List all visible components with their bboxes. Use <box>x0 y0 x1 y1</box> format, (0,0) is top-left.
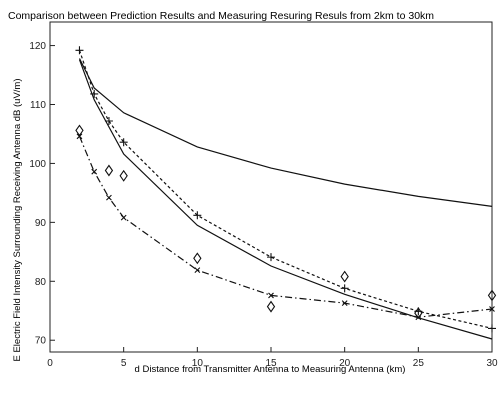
series-2-point-1 <box>90 89 99 98</box>
y-tick-label-0: 70 <box>35 336 47 347</box>
series-4-point-2 <box>119 169 128 182</box>
series-3-point-2 <box>106 194 112 201</box>
series-2-point-6 <box>340 284 349 293</box>
series-2-point-8 <box>488 324 496 333</box>
x-tick-label-3: 15 <box>265 358 277 369</box>
series-2-point-4 <box>193 211 202 220</box>
series-2-point-0 <box>75 46 84 55</box>
x-tick-label-4: 20 <box>339 358 351 369</box>
x-tick-label-0: 0 <box>47 358 53 369</box>
y-axis-label: E Electric Field Intensity Surrounding R… <box>12 78 23 361</box>
y-tick-label-4: 110 <box>30 100 46 111</box>
series-3-point-5 <box>268 292 274 299</box>
series-4-point-4 <box>266 300 276 313</box>
series-4-point-0 <box>75 124 84 137</box>
series-lines <box>78 50 493 340</box>
series-2-point-3 <box>119 138 128 147</box>
series-2-point-2 <box>104 117 113 125</box>
y-tick-label-3: 100 <box>29 159 46 170</box>
y-tick-label-1: 80 <box>35 277 47 288</box>
series-3-point-1 <box>91 168 98 175</box>
series-4-point-5 <box>340 270 349 283</box>
series-2-point-5 <box>267 253 275 262</box>
series-markers <box>75 46 497 333</box>
x-tick-label-6: 30 <box>486 358 498 369</box>
chart-title: Comparison between Prediction Results an… <box>8 10 434 22</box>
series-2-line <box>78 50 493 329</box>
x-tick-label-2: 10 <box>192 358 204 369</box>
series-0-line <box>78 58 493 207</box>
x-tick-label-1: 5 <box>121 358 127 369</box>
series-3-line <box>78 136 493 318</box>
series-4-point-7 <box>487 289 497 302</box>
x-tick-label-5: 25 <box>413 358 425 369</box>
series-3-point-6 <box>341 300 348 306</box>
axis-ticks: 0 5 10 15 20 25 30 70 80 90 100 110 120 <box>29 41 498 369</box>
series-4-point-3 <box>193 252 202 265</box>
series-1-line <box>78 59 493 340</box>
x-axis-label: d Distance from Transmitter Antenna to M… <box>135 364 406 375</box>
y-tick-label-5: 120 <box>29 41 46 52</box>
series-4-point-1 <box>104 164 114 177</box>
y-tick-label-2: 90 <box>35 218 47 229</box>
series-3-point-8 <box>489 306 495 312</box>
series-4-point-6 <box>414 307 423 320</box>
series-3-point-4 <box>194 267 201 273</box>
series-3-point-3 <box>120 214 127 221</box>
